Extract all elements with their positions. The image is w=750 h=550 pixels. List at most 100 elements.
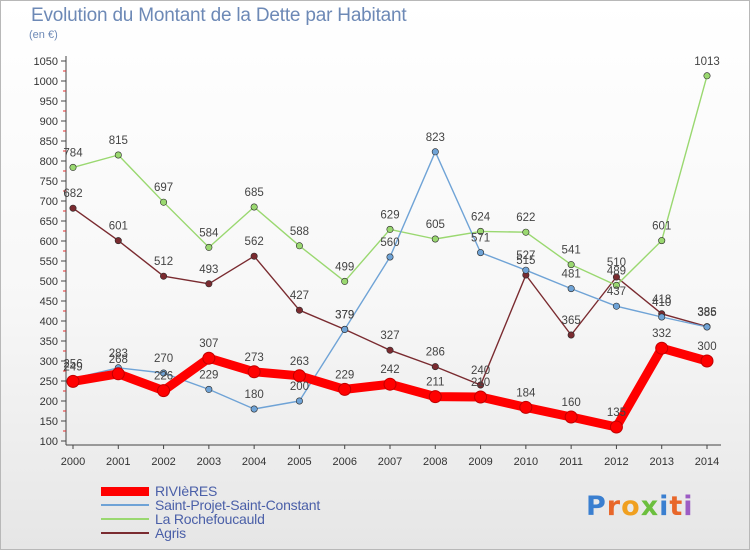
data-point <box>114 151 122 159</box>
data-label: 622 <box>516 212 535 224</box>
y-tick-label: 800 <box>40 156 58 168</box>
data-label: 481 <box>562 269 581 281</box>
data-point <box>658 313 666 321</box>
data-point <box>295 242 303 250</box>
data-label: 184 <box>516 387 536 399</box>
chart-title: Evolution du Montant de la Dette par Hab… <box>31 5 407 26</box>
data-label: 512 <box>154 256 173 268</box>
data-point <box>428 390 442 404</box>
y-tick-label: 250 <box>40 376 58 388</box>
data-label: 697 <box>154 182 173 194</box>
data-label: 256 <box>63 359 82 371</box>
data-point <box>612 281 620 289</box>
x-tick-label: 2004 <box>242 456 266 468</box>
data-label: 379 <box>335 309 354 321</box>
data-label: 418 <box>652 294 671 306</box>
data-point <box>567 285 575 293</box>
data-label: 210 <box>471 377 490 389</box>
logo-letter: i <box>659 491 670 522</box>
x-tick-label: 2013 <box>649 456 673 468</box>
data-label: 273 <box>245 352 264 364</box>
y-tick-label: 850 <box>40 136 58 148</box>
y-tick-label: 1000 <box>34 76 58 88</box>
data-label: 365 <box>562 315 581 327</box>
data-label: 268 <box>109 354 128 366</box>
data-label: 541 <box>562 245 581 257</box>
data-label: 229 <box>335 369 354 381</box>
data-label: 427 <box>290 290 309 302</box>
legend-swatch <box>101 504 149 506</box>
line-chart: 100 150 200 250 300 350 400 450 500 550 600 650 700 7… <box>34 56 721 468</box>
y-tick-label: 750 <box>40 176 58 188</box>
x-tick-label: 2002 <box>151 456 175 468</box>
data-label: 300 <box>697 341 716 353</box>
data-point <box>477 381 485 389</box>
data-label: 515 <box>516 255 535 267</box>
data-point <box>431 235 439 243</box>
legend-swatch <box>101 532 149 534</box>
data-label: 385 <box>697 307 716 319</box>
data-point <box>205 385 213 393</box>
chart-data-labels: 249 268 226 307 273 263 229 242 211 210 184 160 135 3… <box>63 56 719 419</box>
y-tick-label: 700 <box>40 196 58 208</box>
x-tick-label: 2000 <box>61 456 85 468</box>
data-label: 493 <box>199 264 218 276</box>
data-point <box>700 354 714 368</box>
y-tick-label: 950 <box>40 96 58 108</box>
data-label: 629 <box>380 209 399 221</box>
data-point <box>522 266 530 274</box>
data-label: 499 <box>335 261 354 273</box>
legend-swatch <box>101 518 149 520</box>
data-point <box>386 346 394 354</box>
y-tick-label: 1050 <box>34 56 58 68</box>
data-point <box>338 382 352 396</box>
data-label: 601 <box>652 221 671 233</box>
y-tick-label: 650 <box>40 216 58 228</box>
data-point <box>612 302 620 310</box>
data-label: 229 <box>199 369 218 381</box>
data-point <box>250 203 258 211</box>
y-tick-label: 200 <box>40 396 58 408</box>
data-point <box>655 341 669 355</box>
data-label: 211 <box>426 377 444 389</box>
x-tick-label: 2012 <box>604 456 628 468</box>
data-point <box>567 331 575 339</box>
data-point <box>160 198 168 206</box>
data-point <box>341 325 349 333</box>
data-label: 489 <box>607 265 626 277</box>
x-tick-label: 2010 <box>514 456 538 468</box>
data-point <box>250 405 258 413</box>
y-tick-label: 500 <box>40 276 58 288</box>
data-label: 784 <box>63 147 83 159</box>
data-point <box>111 367 125 381</box>
data-label: 327 <box>380 330 399 342</box>
data-point <box>157 384 171 398</box>
data-point <box>386 225 394 233</box>
data-label: 823 <box>426 132 445 144</box>
data-label: 571 <box>471 233 490 245</box>
y-tick-label: 450 <box>40 296 58 308</box>
data-point <box>474 390 488 404</box>
data-label: 437 <box>607 286 626 298</box>
data-point <box>114 237 122 245</box>
legend-label: La Rochefoucauld <box>155 511 265 527</box>
data-point <box>295 306 303 314</box>
data-point <box>703 323 711 331</box>
y-tick-label: 300 <box>40 356 58 368</box>
data-label: 135 <box>607 407 626 419</box>
data-label: 200 <box>290 381 309 393</box>
data-point <box>386 253 394 261</box>
legend-label: RIVIèRES <box>155 483 218 499</box>
y-tick-label: 550 <box>40 256 58 268</box>
data-label: 263 <box>290 356 309 368</box>
logo-letter: t <box>669 491 684 522</box>
y-tick-label: 900 <box>40 116 58 128</box>
data-label: 527 <box>516 250 535 262</box>
data-label: 286 <box>426 347 445 359</box>
data-point <box>477 249 485 257</box>
data-label: 379 <box>335 309 354 321</box>
data-point <box>341 277 349 285</box>
y-tick-label: 350 <box>40 336 58 348</box>
data-point <box>612 273 620 281</box>
data-label: 180 <box>245 389 264 401</box>
